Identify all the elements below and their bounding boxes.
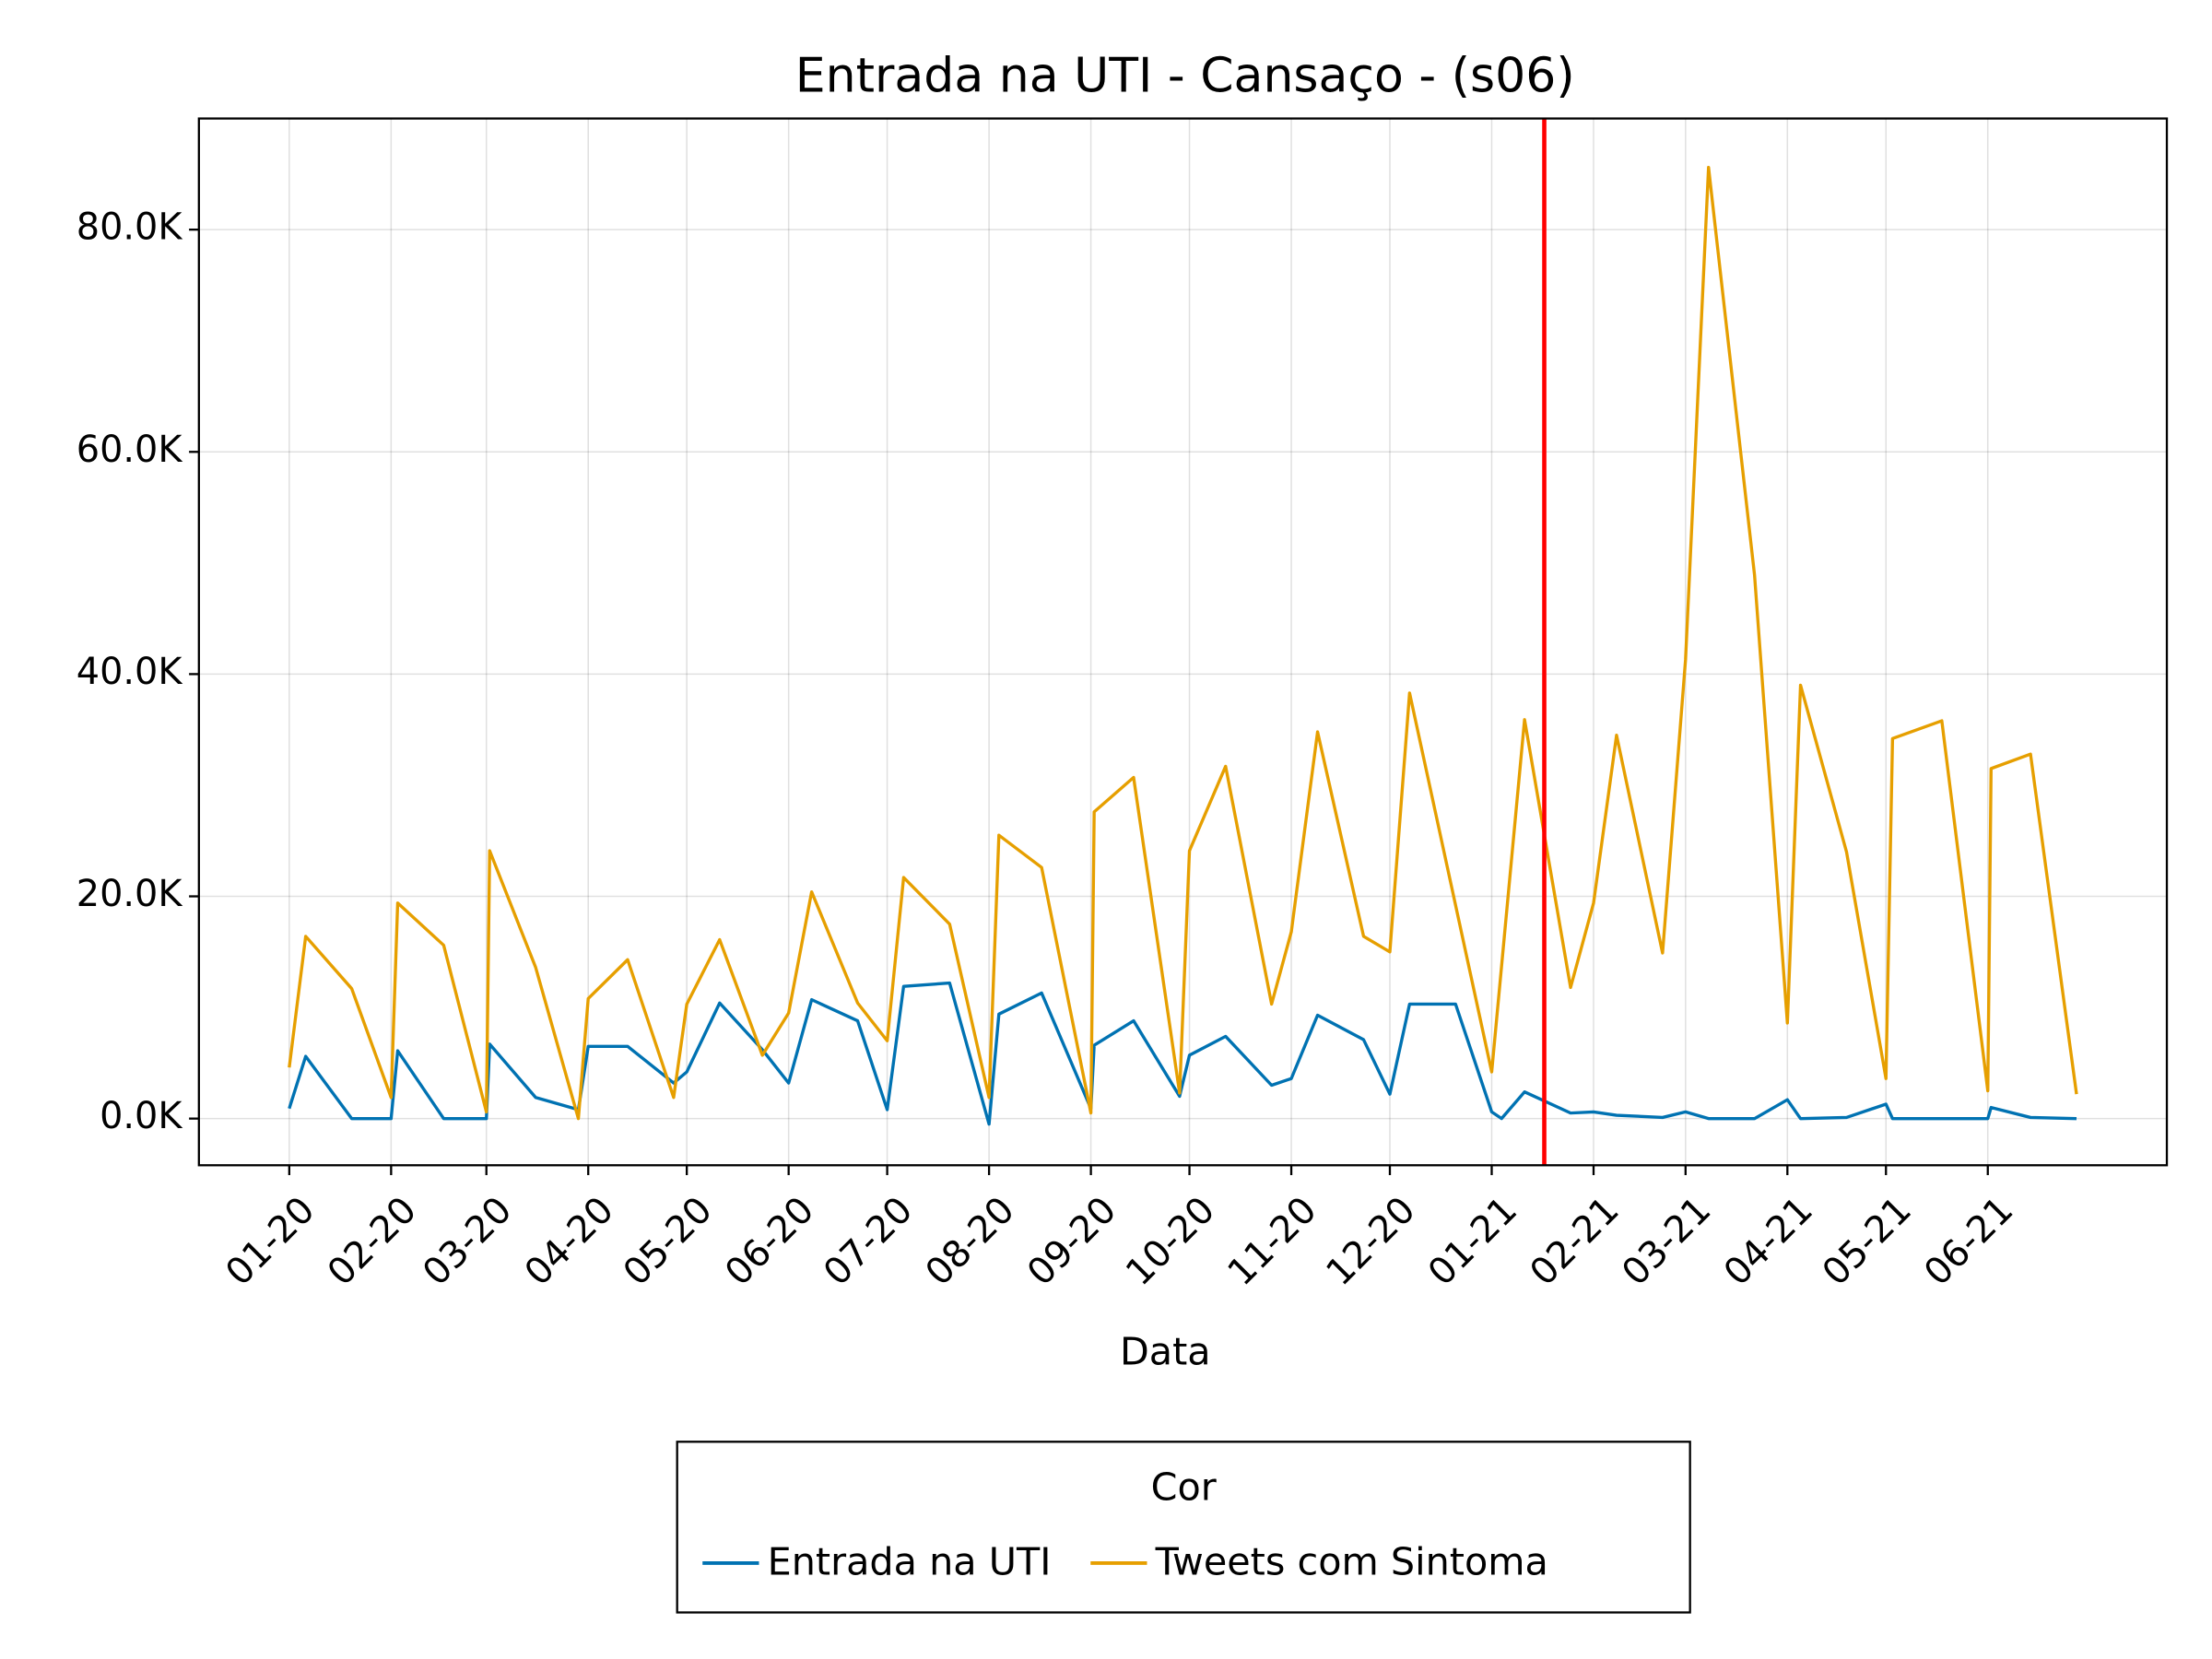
plot-area bbox=[288, 118, 2078, 1166]
chart-title: Entrada na UTI - Cansaço - (s06) bbox=[795, 49, 1575, 104]
x-axis-label: Data bbox=[1120, 1329, 1211, 1373]
legend: Cor Entrada na UTI Tweets com Sintoma bbox=[676, 1441, 1691, 1614]
y-tick-label: 20.0K bbox=[76, 873, 183, 915]
legend-box bbox=[676, 1441, 1691, 1614]
series-line bbox=[288, 165, 2078, 1121]
y-tick-label: 40.0K bbox=[76, 651, 183, 693]
legend-label: Entrada na UTI bbox=[768, 1539, 1052, 1583]
y-tick-label: 80.0K bbox=[76, 206, 183, 249]
series-line bbox=[288, 981, 2077, 1126]
legend-title: Cor bbox=[1151, 1465, 1217, 1509]
y-tick-label: 60.0K bbox=[76, 429, 183, 471]
plot-frame bbox=[197, 117, 2169, 1167]
y-tick-label: 0.0K bbox=[100, 1095, 182, 1137]
legend-label: Tweets com Sintoma bbox=[1155, 1539, 1548, 1583]
